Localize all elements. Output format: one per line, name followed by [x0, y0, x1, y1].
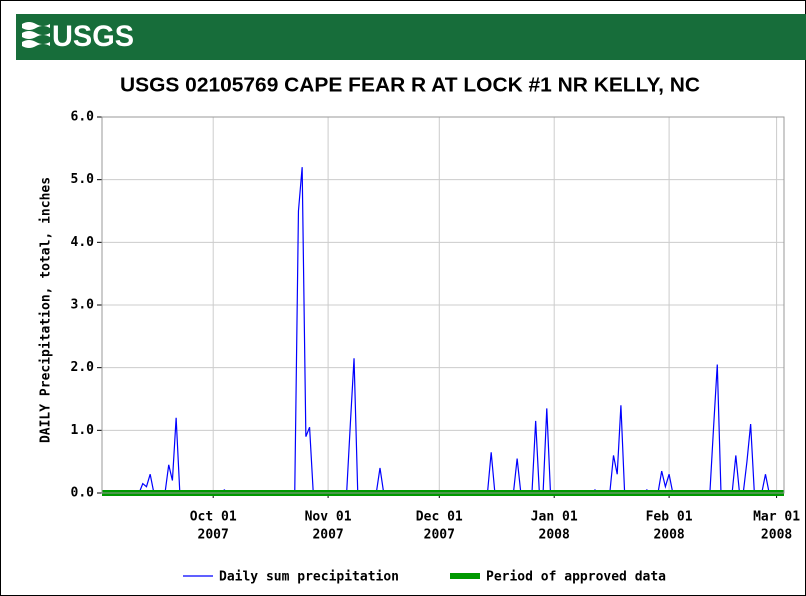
y-tick-label: 5.0	[71, 172, 95, 187]
x-tick-label: 2007	[198, 528, 229, 543]
logo-text: USGS	[52, 20, 134, 53]
x-tick-label: 2008	[539, 528, 570, 543]
logo-waves	[22, 22, 50, 48]
x-tick-label: 2008	[653, 528, 684, 543]
x-tick-label: 2007	[312, 528, 343, 543]
y-tick-label: 3.0	[71, 298, 95, 313]
x-tick-label: Nov 01	[305, 510, 352, 525]
legend-label: Period of approved data	[486, 570, 666, 585]
x-tick-label: 2007	[424, 528, 455, 543]
x-tick-label: Dec 01	[416, 510, 463, 525]
y-tick-label: 0.0	[71, 486, 95, 501]
x-tick-label: Feb 01	[646, 510, 693, 525]
y-tick-label: 2.0	[71, 360, 95, 375]
chart-title: USGS 02105769 CAPE FEAR R AT LOCK #1 NR …	[120, 74, 700, 96]
x-tick-label: Mar 01	[753, 510, 800, 525]
y-tick-label: 6.0	[71, 110, 95, 125]
y-axis-label: DAILY Precipitation, total, inches	[39, 177, 54, 443]
plot-border	[101, 116, 785, 494]
header-bar	[16, 14, 806, 60]
x-tick-label: Oct 01	[190, 510, 237, 525]
x-tick-label: 2008	[761, 528, 792, 543]
y-tick-label: 1.0	[71, 423, 95, 438]
legend-label: Daily sum precipitation	[219, 570, 399, 585]
y-tick-label: 4.0	[71, 235, 95, 250]
x-tick-label: Jan 01	[531, 510, 578, 525]
